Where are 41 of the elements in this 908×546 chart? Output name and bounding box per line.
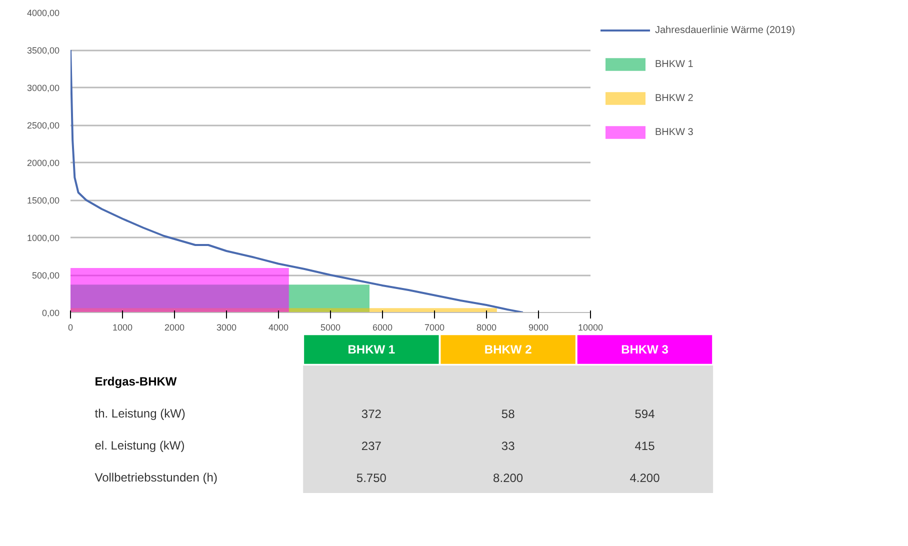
x-tick-label: 9000 (528, 322, 549, 332)
category-label: th. Leistung (kW) (94, 406, 186, 420)
legend-label: BHKW 3 (655, 126, 694, 138)
x-tick-label: 7000 (424, 322, 445, 332)
y-tick-label: 1500,00 (26, 196, 60, 206)
text: 372 (361, 407, 382, 421)
legend-label: BHKW 2 (655, 92, 694, 104)
legend-label: Jahresdauerlinie Wärme (2019) (655, 24, 796, 36)
x-tick-label: 0 (68, 322, 74, 332)
x-tick-label: 10000 (578, 322, 604, 332)
x-tick-label: 2000 (164, 322, 185, 332)
category-label: BHKW 2 (484, 342, 532, 356)
y-tick-label: 2500,00 (26, 120, 60, 130)
y-tick-label: 3000,00 (26, 83, 60, 93)
text: 33 (501, 439, 515, 453)
y-tick-label: 500,00 (32, 270, 60, 280)
text: 8.200 (493, 471, 524, 485)
y-tick-label: 0,00 (42, 308, 60, 318)
text: 5.750 (356, 471, 386, 485)
y-tick-label: 1000,00 (26, 233, 60, 243)
text: 415 (634, 439, 655, 453)
line-series (70, 49, 524, 312)
text: 4.200 (630, 471, 660, 485)
x-tick-label: 6000 (372, 322, 393, 332)
y-tick-label: 2000,00 (26, 158, 60, 168)
text: 237 (361, 439, 382, 453)
x-tick-label: 4000 (268, 322, 289, 332)
x-tick-label: 1000 (112, 322, 133, 332)
y-tick-label: 3500,00 (26, 46, 60, 56)
x-tick-label: 5000 (320, 322, 341, 332)
category-label: Vollbetriebsstunden (h) (94, 470, 218, 484)
x-tick-label: 8000 (476, 322, 497, 332)
category-label: BHKW 3 (621, 342, 669, 356)
category-label: BHKW 1 (348, 342, 396, 356)
legend-label: BHKW 1 (655, 58, 694, 70)
text: 594 (634, 407, 655, 421)
x-tick-label: 3000 (216, 322, 237, 332)
text: Erdgas-BHKW (94, 374, 178, 388)
y-tick-label: 4000,00 (26, 8, 60, 18)
text: 58 (501, 407, 515, 421)
category-label: el. Leistung (kW) (94, 438, 185, 452)
